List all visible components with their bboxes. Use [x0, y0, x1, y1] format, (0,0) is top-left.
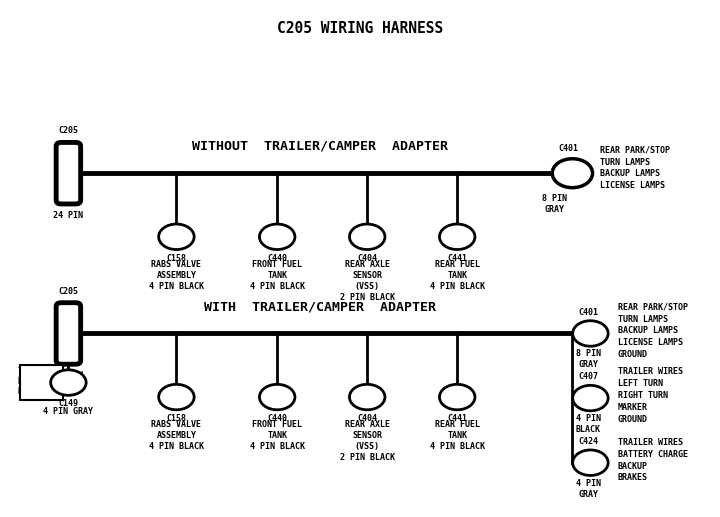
Text: 4 PIN GRAY: 4 PIN GRAY [43, 407, 94, 416]
Text: 24 PIN: 24 PIN [53, 371, 84, 380]
Text: C149: C149 [58, 400, 78, 408]
Circle shape [349, 384, 385, 410]
Circle shape [349, 224, 385, 250]
Text: FRONT FUEL
TANK
4 PIN BLACK: FRONT FUEL TANK 4 PIN BLACK [250, 420, 305, 451]
Circle shape [572, 321, 608, 346]
Circle shape [439, 384, 475, 410]
FancyBboxPatch shape [56, 303, 81, 364]
Circle shape [572, 450, 608, 476]
Text: C424: C424 [578, 437, 598, 446]
Text: 8 PIN
GRAY: 8 PIN GRAY [542, 194, 567, 214]
Text: C404: C404 [357, 414, 377, 423]
Text: 4 PIN
BLACK: 4 PIN BLACK [576, 414, 600, 434]
Text: REAR FUEL
TANK
4 PIN BLACK: REAR FUEL TANK 4 PIN BLACK [430, 260, 485, 291]
Text: TRAILER WIRES
BATTERY CHARGE
BACKUP
BRAKES: TRAILER WIRES BATTERY CHARGE BACKUP BRAK… [618, 438, 688, 482]
Text: C401: C401 [578, 308, 598, 316]
FancyBboxPatch shape [20, 365, 63, 400]
Text: TRAILER
RELAY
BOX: TRAILER RELAY BOX [18, 367, 50, 397]
Text: REAR AXLE
SENSOR
(VSS)
2 PIN BLACK: REAR AXLE SENSOR (VSS) 2 PIN BLACK [340, 260, 395, 302]
Text: 8 PIN
GRAY: 8 PIN GRAY [576, 349, 600, 370]
Text: 4 PIN
GRAY: 4 PIN GRAY [576, 479, 600, 499]
Text: TRAILER WIRES
LEFT TURN
RIGHT TURN
MARKER
GROUND: TRAILER WIRES LEFT TURN RIGHT TURN MARKE… [618, 368, 683, 423]
Text: C441: C441 [447, 414, 467, 423]
Circle shape [158, 384, 194, 410]
Text: WITH  TRAILER/CAMPER  ADAPTER: WITH TRAILER/CAMPER ADAPTER [204, 300, 436, 313]
Text: C205: C205 [58, 287, 78, 296]
Text: C158: C158 [166, 254, 186, 263]
Text: REAR PARK/STOP
TURN LAMPS
BACKUP LAMPS
LICENSE LAMPS
GROUND: REAR PARK/STOP TURN LAMPS BACKUP LAMPS L… [618, 303, 688, 359]
Circle shape [572, 385, 608, 411]
Text: C407: C407 [578, 372, 598, 381]
Text: C441: C441 [447, 254, 467, 263]
Text: RABS VALVE
ASSEMBLY
4 PIN BLACK: RABS VALVE ASSEMBLY 4 PIN BLACK [149, 260, 204, 291]
Text: FRONT FUEL
TANK
4 PIN BLACK: FRONT FUEL TANK 4 PIN BLACK [250, 260, 305, 291]
Text: REAR FUEL
TANK
4 PIN BLACK: REAR FUEL TANK 4 PIN BLACK [430, 420, 485, 451]
Text: C440: C440 [267, 414, 287, 423]
Text: C205 WIRING HARNESS: C205 WIRING HARNESS [277, 21, 443, 36]
Text: C404: C404 [357, 254, 377, 263]
Circle shape [552, 159, 593, 188]
Text: C440: C440 [267, 254, 287, 263]
Text: C401: C401 [559, 144, 579, 153]
FancyBboxPatch shape [56, 142, 81, 204]
Text: REAR AXLE
SENSOR
(VSS)
2 PIN BLACK: REAR AXLE SENSOR (VSS) 2 PIN BLACK [340, 420, 395, 462]
Circle shape [439, 224, 475, 250]
Text: WITHOUT  TRAILER/CAMPER  ADAPTER: WITHOUT TRAILER/CAMPER ADAPTER [192, 140, 449, 153]
Text: REAR PARK/STOP
TURN LAMPS
BACKUP LAMPS
LICENSE LAMPS: REAR PARK/STOP TURN LAMPS BACKUP LAMPS L… [600, 146, 670, 190]
Text: RABS VALVE
ASSEMBLY
4 PIN BLACK: RABS VALVE ASSEMBLY 4 PIN BLACK [149, 420, 204, 451]
Circle shape [50, 370, 86, 396]
Circle shape [158, 224, 194, 250]
Text: C158: C158 [166, 414, 186, 423]
Text: 24 PIN: 24 PIN [53, 211, 84, 220]
Circle shape [259, 384, 295, 410]
Text: C205: C205 [58, 127, 78, 135]
Circle shape [259, 224, 295, 250]
